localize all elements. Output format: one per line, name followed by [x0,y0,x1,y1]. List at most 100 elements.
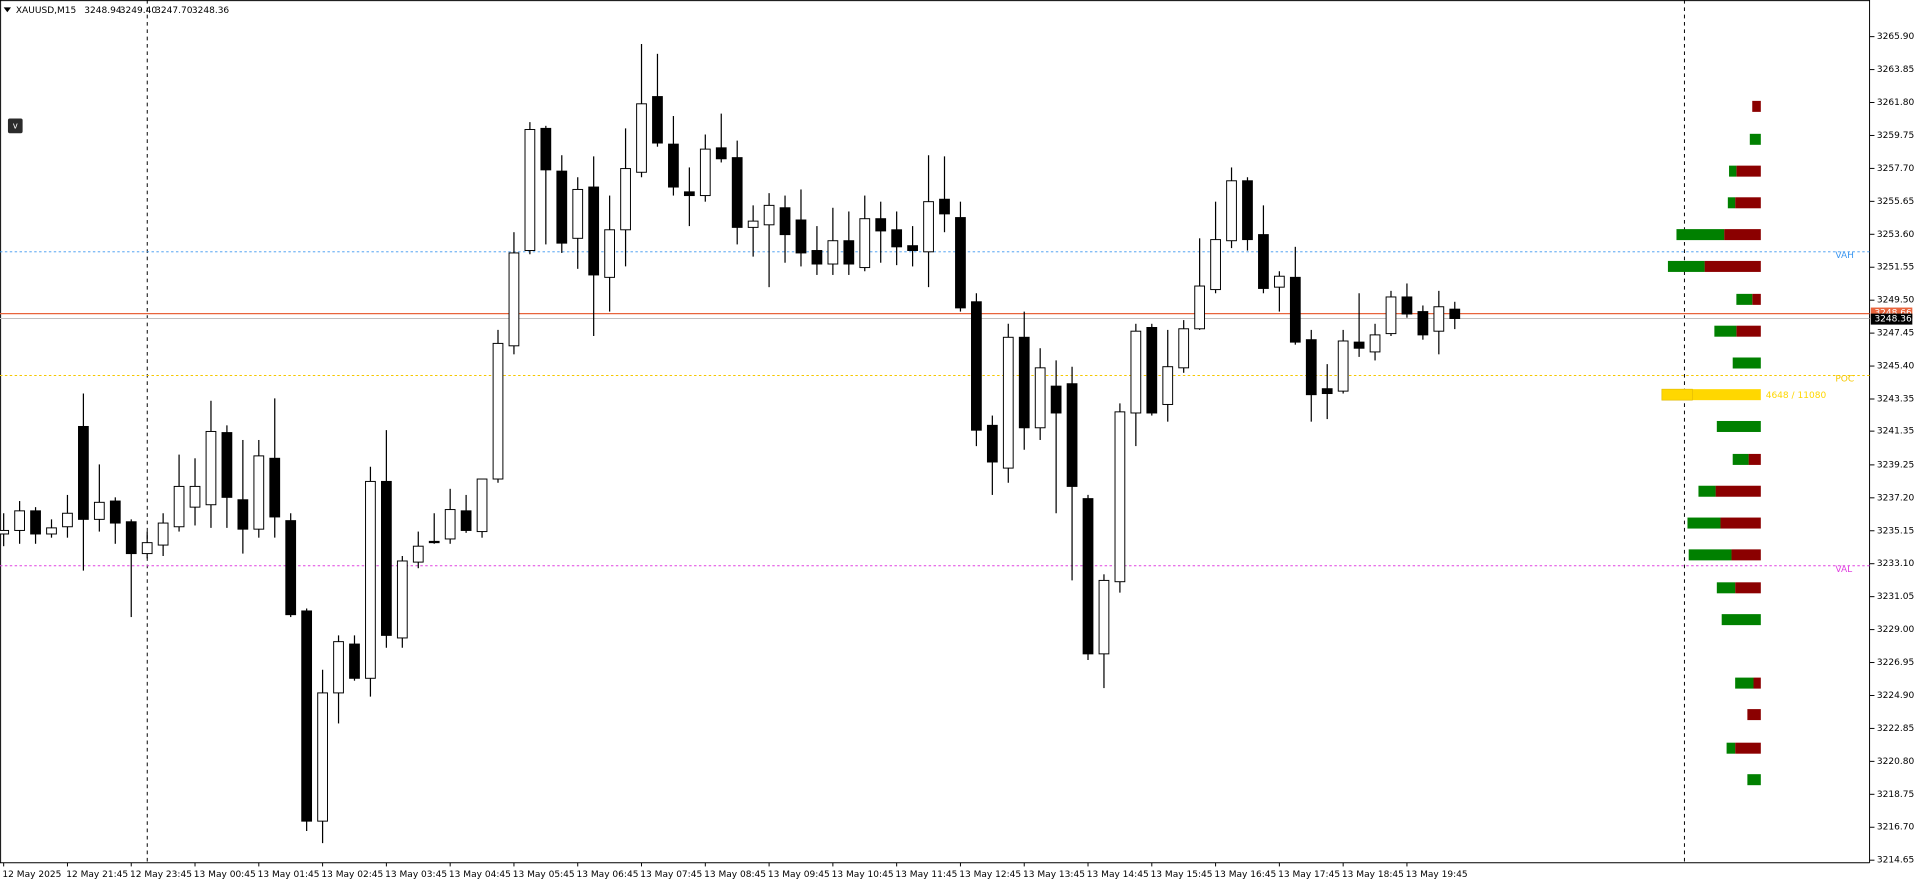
sell-volume-bar [1753,677,1761,689]
bull-candle-body [1273,275,1285,288]
x-tick-label: 13 May 08:45 [704,870,766,880]
y-tick-label: 3249.50 [1877,296,1915,306]
x-tick-label: 13 May 07:45 [640,870,702,880]
bull-candle-body [0,529,10,535]
x-tick-label: 13 May 05:45 [513,870,575,880]
bull-candle-body [827,240,839,265]
level-label: VAH [1835,251,1854,261]
toggle-button[interactable] [7,118,23,134]
bull-candle-body [572,188,584,239]
y-tick-label: 3218.75 [1877,790,1914,800]
bull-candle-body [1130,330,1142,414]
ask-price-box [1870,307,1913,319]
y-tick-label: 3243.35 [1877,394,1914,404]
bull-candle-body [412,545,424,563]
x-tick-label: 13 May 09:45 [768,870,830,880]
symbol-menu-arrow[interactable] [3,7,11,13]
header-low: 3247.70 [155,6,193,16]
bear-candle-body [779,207,791,236]
buy-volume-bar [1736,293,1753,305]
bull-candle-body [157,522,169,546]
header-high: 3249.40 [120,6,158,16]
x-tick-label: 13 May 14:45 [1087,870,1149,880]
bull-candle-body [859,218,871,269]
bid-price-box [1870,313,1913,325]
x-tick-label: 13 May 04:45 [449,870,511,880]
bear-candle-body [237,499,249,530]
bear-candle-body [221,432,233,498]
x-tick-label: 13 May 13:45 [1023,870,1085,880]
bull-candle-body [93,501,105,520]
bull-candle-body [1337,340,1349,392]
sell-volume-bar [1720,517,1761,529]
bear-candle-body [907,245,918,252]
bear-candle-body [78,425,89,520]
bear-candle-body [986,424,998,463]
bull-candle-body [1162,366,1174,405]
bull-candle-body [1114,411,1126,583]
x-tick-label: 13 May 15:45 [1151,870,1213,880]
y-tick-label: 3257.70 [1877,164,1915,174]
x-tick-label: 13 May 17:45 [1278,870,1340,880]
bear-candle-body [971,301,982,431]
bull-candle-body [1002,336,1014,469]
bull-candle-body [396,560,408,639]
x-tick-label: 13 May 12:45 [959,870,1021,880]
bear-candle-body [1417,311,1429,336]
sell-volume-bar [1724,229,1761,241]
x-tick-label: 13 May 00:45 [194,870,256,880]
x-tick-label: 13 May 16:45 [1214,870,1276,880]
bear-candle-body [795,219,807,254]
bull-candle-body [62,512,73,528]
bear-candle-body [1146,327,1158,414]
bull-candle-body [1034,367,1046,429]
x-tick-label: 13 May 10:45 [832,870,894,880]
bear-candle-body [269,457,281,518]
bear-candle-body [556,170,568,244]
bull-candle-body [476,478,488,533]
bear-candle-body [349,643,360,679]
y-tick-label: 3226.95 [1877,658,1914,668]
buy-volume-bar [1732,453,1749,465]
level-label: POC [1835,375,1854,385]
x-tick-label: 13 May 06:45 [577,870,639,880]
bull-candle-body [747,220,759,228]
bear-candle-body [540,127,552,171]
bear-candle-body [652,96,663,144]
bear-candle-body [1258,234,1269,289]
bear-candle-body [731,157,743,228]
bear-candle-body [891,229,903,248]
sell-volume-bar [1748,453,1761,465]
x-tick-label: 13 May 01:45 [258,870,320,880]
bull-candle-body [923,201,934,253]
bear-candle-body [1305,339,1317,396]
sell-volume-bar [1752,293,1761,305]
poc-buy-bar [1661,388,1693,401]
x-tick-label: 13 May 02:45 [321,870,383,880]
sell-volume-bar [1747,709,1761,721]
bull-candle-body [1098,579,1110,655]
bear-candle-body [715,147,727,160]
bid-price-label: 3248.36 [1874,315,1912,325]
buy-volume-bar [1667,260,1705,272]
bull-candle-body [1369,334,1381,353]
poc-sell-bar [1692,389,1761,401]
toggle-button-label[interactable]: v [13,121,18,131]
header-close: 3248.36 [192,6,230,16]
buy-volume-bar [1727,197,1736,209]
bull-candle-body [205,430,217,506]
bull-candle-body [444,509,456,540]
sell-volume-bar [1735,742,1761,754]
y-tick-label: 3239.25 [1877,460,1914,470]
bull-candle-body [173,485,185,528]
x-tick-label: 13 May 18:45 [1342,870,1404,880]
y-tick-label: 3253.60 [1877,230,1915,240]
bull-candle-body [1178,328,1190,369]
sell-volume-bar [1735,582,1761,594]
bull-candle-body [1210,239,1221,291]
y-tick-label: 3237.20 [1877,493,1915,503]
bear-candle-body [588,186,600,276]
y-tick-label: 3259.75 [1877,131,1914,141]
